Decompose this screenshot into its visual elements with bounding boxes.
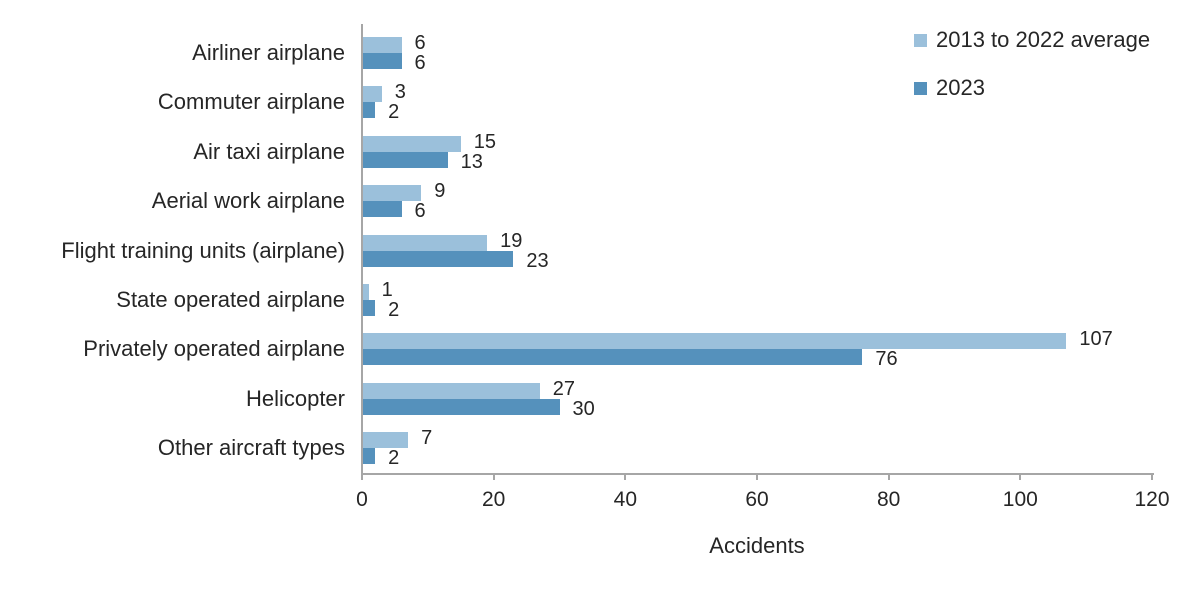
value-label: 6 (414, 32, 426, 54)
value-label: 13 (460, 150, 483, 173)
legend-label-average: 2013 to 2022 average (936, 27, 1151, 52)
value-label: 30 (572, 397, 595, 420)
x-tick-mark (1151, 473, 1153, 480)
value-label: 9 (434, 180, 446, 203)
x-tick-mark (624, 473, 627, 480)
value-label: 7 (421, 427, 433, 450)
value-label: 2 (388, 101, 400, 124)
bar-2023 (362, 398, 560, 415)
category-label: Aerial work airplane (151, 188, 345, 214)
value-label: 6 (414, 200, 426, 223)
value-label: 2 (388, 299, 400, 321)
legend-swatch-2023 (914, 81, 927, 95)
x-tick-mark (887, 473, 890, 480)
x-tick-label: 80 (876, 488, 901, 511)
x-tick-mark (492, 473, 495, 480)
x-axis-title: Accidents (709, 533, 805, 558)
legend-item-2023: 2023 (914, 76, 1150, 100)
value-label: 3 (394, 81, 406, 104)
bar-average (362, 333, 1067, 350)
bar-2023 (362, 53, 402, 69)
bar-average (362, 432, 409, 449)
bar-2023 (362, 102, 376, 119)
category-label: Other aircraft types (157, 435, 345, 461)
value-label: 107 (1079, 328, 1113, 351)
category-label: Flight training units (airplane) (61, 237, 345, 263)
value-label: 19 (500, 229, 523, 252)
x-tick-mark (756, 473, 758, 480)
value-label: 6 (414, 52, 426, 74)
category-label: Air taxi airplane (193, 138, 345, 164)
bar-2023 (362, 448, 376, 465)
value-label: 23 (526, 249, 549, 272)
legend-swatch-average (914, 33, 927, 47)
bar-average (362, 135, 461, 152)
value-label: 1 (381, 279, 393, 301)
bar-average (362, 86, 382, 103)
bar-2023 (362, 250, 514, 267)
x-tick-label: 0 (356, 488, 368, 511)
x-tick-mark (361, 473, 363, 480)
bar-average (362, 382, 540, 399)
category-label: Helicopter (245, 385, 345, 411)
y-axis-line (361, 24, 363, 474)
x-tick-label: 20 (481, 488, 506, 511)
bar-2023 (362, 300, 376, 316)
x-tick-label: 40 (613, 488, 637, 511)
value-label: 2 (388, 447, 400, 470)
category-label: Privately operated airplane (83, 336, 345, 362)
bar-2023 (362, 151, 448, 168)
bar-average (362, 234, 488, 251)
x-tick-label: 60 (745, 488, 769, 511)
chart-legend: 2013 to 2022 average 2023 (914, 28, 1150, 124)
value-label: 27 (552, 377, 575, 400)
bar-average (362, 185, 422, 202)
bar-2023 (362, 349, 863, 366)
category-label: Commuter airplane (157, 89, 345, 115)
x-tick-label: 120 (1134, 488, 1170, 511)
value-label: 15 (473, 130, 496, 153)
legend-label-2023: 2023 (936, 75, 985, 100)
bar-2023 (362, 201, 402, 218)
value-label: 76 (875, 348, 898, 371)
bar-average (362, 37, 402, 53)
x-tick-label: 100 (1002, 488, 1038, 511)
bar-average (362, 284, 369, 300)
legend-item-average: 2013 to 2022 average (914, 28, 1150, 52)
x-tick-mark (1019, 473, 1022, 480)
category-label: State operated airplane (116, 287, 345, 312)
category-label: Airliner airplane (192, 40, 345, 65)
